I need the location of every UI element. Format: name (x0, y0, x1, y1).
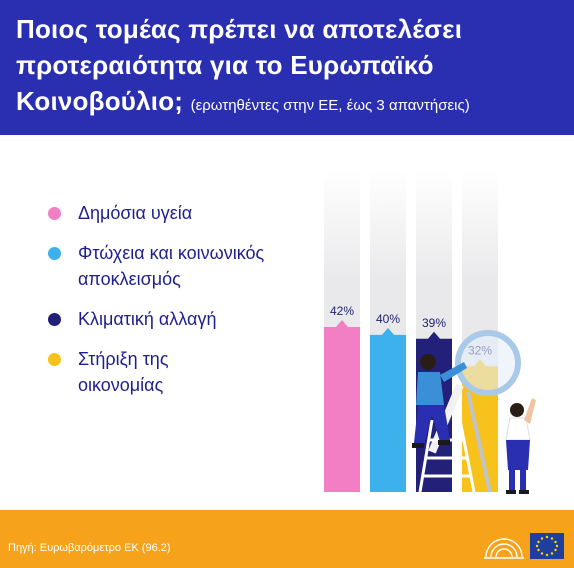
legend-item-poverty: Φτώχεια και κοινωνικός αποκλεισμός (48, 240, 348, 292)
title-line-2: προτεραιότητα για το Ευρωπαϊκό (16, 50, 434, 80)
legend-item-climate: Κλιματική αλλαγή (48, 306, 348, 332)
legend-dot-icon (48, 207, 61, 220)
legend-dot-icon (48, 247, 61, 260)
legend: Δημόσια υγεία Φτώχεια και κοινωνικός απο… (48, 200, 348, 412)
legend-item-public-health: Δημόσια υγεία (48, 200, 348, 226)
bar-value-label-2: 40% (376, 312, 400, 326)
title-line-1: Ποιος τομέας πρέπει να αποτελέσει (16, 14, 463, 44)
people-illustration (412, 330, 536, 494)
legend-label: Κλιματική αλλαγή (78, 309, 217, 329)
legend-label: Δημόσια υγεία (78, 203, 193, 223)
legend-dot-icon (48, 313, 61, 326)
subtitle: (ερωτηθέντες στην ΕΕ, έως 3 απαντήσεις) (190, 97, 470, 114)
legend-dot-icon (48, 353, 61, 366)
legend-label-line2: αποκλεισμός (78, 269, 181, 289)
bar-1 (324, 320, 360, 492)
title-line-3: Κοινοβούλιο; (ερωτηθέντες στην ΕΕ, έως 3… (16, 83, 558, 124)
bar-chart: 42%40%39%32% (324, 170, 536, 494)
person-standing-icon (505, 398, 536, 494)
footer: Πηγή: Ευρωβαρόμετρο ΕΚ (96.2) (0, 510, 574, 568)
legend-label: Στήριξη της (78, 349, 169, 369)
source-text: Πηγή: Ευρωβαρόμετρο ΕΚ (96.2) (8, 542, 171, 554)
legend-label: Φτώχεια και κοινωνικός (78, 243, 265, 263)
bars-layer: 42%40%39%32% (324, 170, 498, 492)
european-parliament-logo (484, 533, 564, 559)
header: Ποιος τομέας πρέπει να αποτελέσει προτερ… (0, 0, 574, 135)
legend-label-line2: οικονομίας (78, 375, 164, 395)
bar-value-label-1: 42% (330, 304, 354, 318)
legend-item-economy: Στήριξη της οικονομίας (48, 346, 348, 398)
magnifier-lens (455, 330, 521, 396)
ladder-support (466, 391, 492, 493)
person-on-ladder-icon (412, 354, 467, 448)
title-line-3-text: Κοινοβούλιο; (16, 86, 184, 116)
ladder-icon (418, 419, 476, 493)
bar-2 (370, 327, 406, 492)
bar-value-label-3: 39% (422, 316, 446, 330)
